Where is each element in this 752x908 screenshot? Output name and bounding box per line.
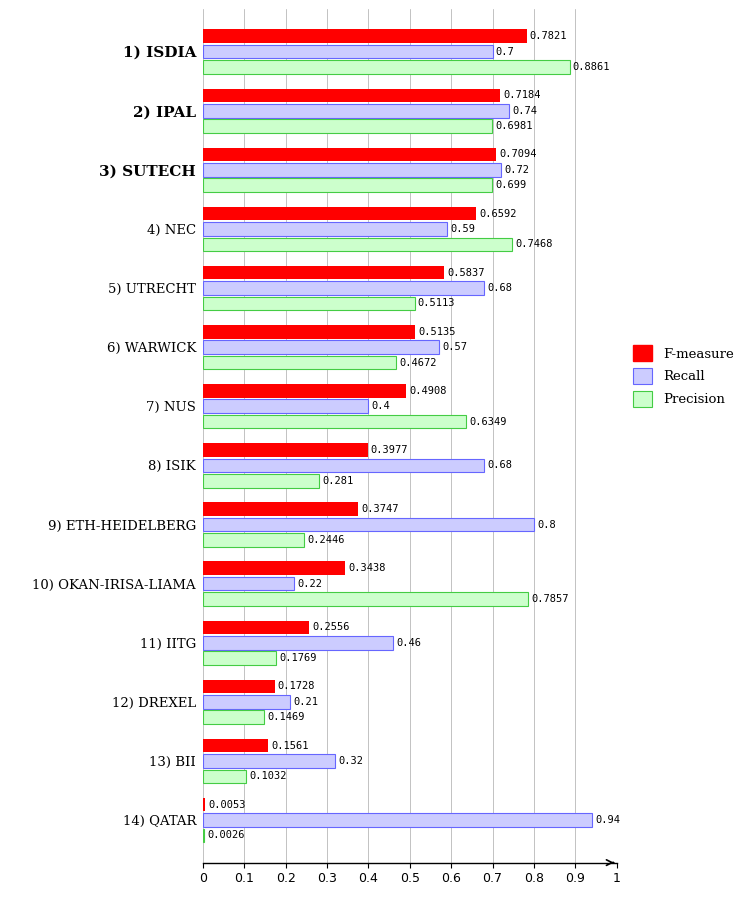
Bar [203,238,512,252]
Bar [203,297,414,311]
Bar [203,769,246,783]
Text: 0.7857: 0.7857 [532,594,569,604]
Text: 0.5135: 0.5135 [419,327,456,337]
Bar [203,340,438,354]
Text: 0.4908: 0.4908 [409,386,447,396]
Text: 0.21: 0.21 [293,696,318,706]
Text: 0.3438: 0.3438 [348,563,386,573]
Text: 0.7821: 0.7821 [530,31,567,41]
Bar [203,829,204,843]
Bar [203,266,444,280]
Bar [203,443,368,457]
Text: 0.2556: 0.2556 [312,622,350,632]
Text: 0.59: 0.59 [450,224,475,234]
Text: 0.1561: 0.1561 [271,741,308,751]
Bar [203,592,528,606]
Text: 0.22: 0.22 [297,578,323,588]
Bar [203,651,276,665]
Text: 0.6349: 0.6349 [469,417,506,427]
Text: 0.57: 0.57 [442,342,467,352]
Bar [203,163,501,177]
Text: 0.3977: 0.3977 [371,445,408,455]
Legend: F-measure, Recall, Precision: F-measure, Recall, Precision [627,340,739,412]
Bar [203,533,305,547]
Bar [203,755,335,768]
Bar [203,325,415,339]
Text: 0.94: 0.94 [595,815,620,825]
Bar [203,620,309,634]
Bar [203,400,368,413]
Bar [203,695,290,708]
Text: 0.7184: 0.7184 [504,91,541,101]
Text: 0.4: 0.4 [371,401,390,411]
Bar [203,29,526,43]
Bar [203,459,484,472]
Bar [203,502,358,516]
Bar [203,710,264,724]
Text: 0.46: 0.46 [396,637,422,647]
Bar [203,104,509,117]
Text: 0.8: 0.8 [537,519,556,529]
Bar [203,798,205,812]
Text: 0.7468: 0.7468 [515,240,553,250]
Bar [203,561,345,575]
Bar [203,207,476,221]
Bar [203,356,396,370]
Text: 0.4672: 0.4672 [399,358,437,368]
Text: 0.68: 0.68 [487,283,513,293]
Bar [203,60,569,74]
Text: 0.74: 0.74 [512,105,538,115]
Bar [203,119,492,133]
Text: 0.0053: 0.0053 [208,800,246,810]
Bar [203,148,496,162]
Bar [203,814,592,827]
Bar [203,474,320,488]
Text: 0.6981: 0.6981 [495,121,532,131]
Bar [203,222,447,236]
Text: 0.3747: 0.3747 [361,504,399,514]
Bar [203,636,393,649]
Text: 0.0026: 0.0026 [208,831,245,841]
Bar [203,44,493,58]
Bar [203,577,294,590]
Bar [203,739,268,753]
Text: 0.32: 0.32 [338,756,364,766]
Text: 0.68: 0.68 [487,460,513,470]
Text: 0.72: 0.72 [504,165,529,175]
Text: 0.1469: 0.1469 [267,712,305,722]
Text: 0.699: 0.699 [496,180,526,190]
Bar [203,179,492,192]
Bar [203,281,484,295]
Bar [203,384,406,398]
Text: 0.5113: 0.5113 [418,299,455,309]
Bar [203,89,500,103]
Text: 0.8861: 0.8861 [573,62,611,72]
Text: 0.1769: 0.1769 [280,653,317,663]
Text: 0.281: 0.281 [323,476,354,486]
Text: 0.6592: 0.6592 [479,209,517,219]
Bar [203,680,274,693]
Text: 0.7: 0.7 [496,46,514,56]
Text: 0.1728: 0.1728 [277,682,315,692]
Text: 0.5837: 0.5837 [447,268,485,278]
Bar [203,518,534,531]
Text: 0.7094: 0.7094 [500,150,537,160]
Text: 0.2446: 0.2446 [308,535,345,545]
Bar [203,415,465,429]
Text: 0.1032: 0.1032 [249,771,287,781]
